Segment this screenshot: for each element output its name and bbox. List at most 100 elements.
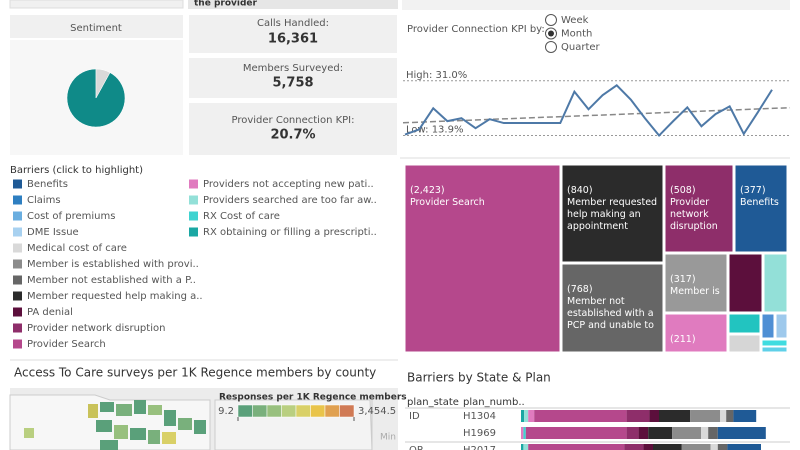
treemap-cell — [761, 313, 775, 339]
kpi-card — [189, 15, 397, 53]
legend-item[interactable]: Benefits — [13, 179, 68, 190]
legend-label: Cost of premiums — [27, 211, 115, 222]
treemap-cell — [664, 313, 728, 353]
legend-item[interactable]: Provider network disruption — [13, 323, 165, 334]
legend-item[interactable]: Providers not accepting new pati.. — [189, 179, 374, 190]
legend-swatch — [13, 291, 22, 301]
treemap-cell — [761, 346, 788, 353]
bar-segment — [528, 410, 535, 422]
kpi-value: 5,758 — [272, 76, 313, 91]
legend-item[interactable]: DME Issue — [13, 227, 79, 238]
row-state: OR — [409, 445, 424, 450]
bar-segment — [523, 427, 526, 439]
legend-label: RX obtaining or filling a prescripti.. — [203, 227, 377, 238]
bar-segment — [681, 444, 711, 450]
legend-item[interactable]: Provider Search — [13, 339, 106, 350]
legend-item[interactable]: Medical cost of care — [13, 243, 127, 254]
treemap-name: Provider Search — [410, 197, 485, 208]
bar-segment — [626, 410, 650, 422]
bar-segment — [720, 410, 727, 422]
pie-slice — [95, 68, 111, 99]
row-plan: H1304 — [463, 411, 496, 422]
bar-segment — [726, 410, 734, 422]
map-county — [134, 400, 146, 414]
legend-item[interactable]: RX Cost of care — [189, 211, 280, 222]
legend-swatch — [13, 259, 22, 269]
header-bar — [188, 0, 398, 9]
map-legend-step — [252, 404, 268, 418]
kpi-label: Members Surveyed: — [243, 63, 343, 74]
legend-item[interactable]: RX obtaining or filling a prescripti.. — [189, 227, 377, 238]
bar-segment — [624, 444, 644, 450]
bar-segment — [653, 444, 682, 450]
treemap-name: Member is — [670, 286, 720, 297]
selector-label: Provider Connection KPI by: — [407, 24, 545, 35]
treemap-value-label: (377) — [740, 185, 766, 196]
bar-segment — [690, 410, 721, 422]
bar-segment — [525, 427, 627, 439]
legend-item[interactable]: Member is established with provi.. — [13, 259, 199, 270]
bar-segment — [626, 427, 639, 439]
radio-button[interactable] — [545, 41, 557, 53]
bar-segment — [727, 444, 761, 450]
legend-label: Providers not accepting new pati.. — [203, 179, 374, 190]
map-county — [148, 430, 160, 444]
kpi-value: 16,361 — [268, 32, 318, 47]
legend-item[interactable]: Claims — [13, 195, 61, 206]
treemap-value-label: (317) — [670, 274, 696, 285]
map-legend-step — [310, 404, 326, 418]
map-legend-step — [281, 404, 297, 418]
bar-segment — [717, 427, 766, 439]
radio-label[interactable]: Month — [561, 29, 592, 40]
radio-dot — [548, 30, 554, 37]
legend-item[interactable]: Providers searched are too far aw.. — [189, 195, 377, 206]
treemap-cell — [404, 164, 561, 353]
legend-item[interactable]: Member requested help making a.. — [13, 291, 203, 302]
panel-header — [10, 15, 183, 38]
kpi-line — [404, 83, 773, 138]
legend-label: Claims — [27, 195, 61, 206]
treemap-value-label: (211) — [670, 334, 696, 345]
bar-segment — [638, 427, 649, 439]
legend-label: Member is established with provi.. — [27, 259, 199, 270]
radio-label[interactable]: Quarter — [561, 42, 601, 53]
map-legend-title: Responses per 1K Regence members — [219, 393, 407, 403]
bar-segment — [534, 410, 627, 422]
treemap-name: Provider network disruption — [670, 197, 718, 232]
bar-segment — [521, 427, 524, 439]
map-county — [130, 428, 146, 440]
treemap-name: Member not established with a PCP and un… — [567, 296, 654, 331]
treemap-cell — [664, 253, 728, 313]
bar-segment — [643, 444, 653, 450]
legend-item[interactable]: PA denial — [13, 307, 73, 318]
column-header: plan_numb.. — [463, 397, 525, 408]
treemap-cell — [775, 313, 788, 339]
map-legend-step — [339, 404, 355, 418]
legend-item[interactable]: Cost of premiums — [13, 211, 115, 222]
kpi-card — [189, 103, 397, 155]
map-county — [162, 432, 176, 444]
legend-swatch — [189, 195, 198, 205]
map-county — [116, 404, 132, 416]
treemap-cell — [734, 164, 788, 253]
bar-segment — [521, 410, 525, 422]
map-legend-max: 3,454.5 — [358, 406, 396, 417]
treemap-value-label: (840) — [567, 185, 593, 196]
treemap-value-label: (508) — [670, 185, 696, 196]
reference-label: Low: 13.9% — [406, 125, 463, 136]
map-county — [96, 420, 112, 432]
legend-item[interactable]: Member not established with a P.. — [13, 275, 196, 286]
kpi-label: Provider Connection KPI: — [231, 115, 354, 126]
legend-title: Barriers (click to highlight) — [10, 165, 143, 176]
map-county — [24, 428, 34, 438]
radio-button[interactable] — [545, 14, 557, 26]
radio-label[interactable]: Week — [561, 15, 589, 26]
legend-swatch — [189, 211, 198, 221]
treemap-cell — [761, 339, 788, 347]
map-county — [100, 440, 118, 450]
legend-swatch — [13, 195, 22, 205]
legend-swatch — [13, 275, 22, 285]
map-county — [114, 425, 128, 439]
